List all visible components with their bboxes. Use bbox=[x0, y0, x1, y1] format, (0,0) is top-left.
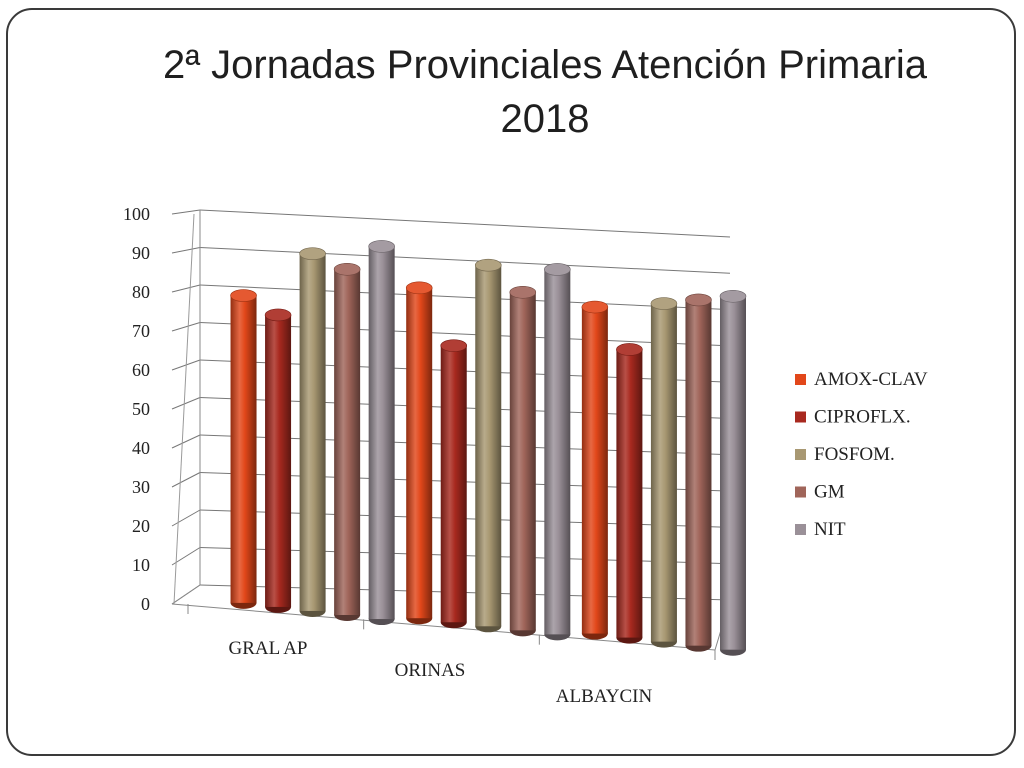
bar-top bbox=[581, 300, 609, 314]
y-tick-label: 0 bbox=[141, 594, 150, 614]
bar-body bbox=[475, 265, 502, 627]
bar-body bbox=[616, 349, 643, 638]
chart-bars bbox=[230, 240, 747, 656]
legend-item: AMOX-CLAV bbox=[795, 369, 928, 390]
bar-fosfom--orinas bbox=[474, 258, 502, 633]
gridline-side bbox=[171, 247, 201, 254]
legend-swatch bbox=[795, 411, 806, 423]
bar-top bbox=[264, 308, 292, 322]
bar-body bbox=[440, 345, 467, 623]
legend-label: CIPROFLX. bbox=[814, 407, 911, 428]
legend-label: GM bbox=[814, 482, 845, 503]
legend-item: CIPROFLX. bbox=[795, 407, 911, 428]
bar-gm-albaycin bbox=[685, 293, 712, 652]
bar-top bbox=[685, 293, 712, 307]
bar-amox-clav-gral-ap bbox=[230, 289, 257, 609]
bar-body bbox=[650, 303, 677, 642]
bar-gm-gral-ap bbox=[333, 262, 361, 621]
bar-fosfom--gral-ap bbox=[299, 247, 326, 617]
slide-title-line1: 2ª Jornadas Provinciales Atención Primar… bbox=[162, 43, 928, 87]
legend-item: FOSFOM. bbox=[795, 444, 895, 465]
gridline-side bbox=[171, 209, 201, 215]
gridline-side bbox=[171, 547, 201, 566]
bar-top bbox=[544, 263, 571, 276]
bar-body bbox=[581, 307, 608, 634]
legend-label: NIT bbox=[814, 519, 846, 540]
gridline-side bbox=[171, 284, 201, 293]
bar-top bbox=[405, 281, 433, 295]
gridline-side bbox=[171, 509, 201, 527]
bar-top bbox=[368, 240, 395, 253]
bar-amox-clav-orinas bbox=[405, 281, 433, 625]
y-tick-label: 80 bbox=[132, 282, 150, 302]
gridline-side bbox=[171, 434, 201, 449]
bar-body bbox=[368, 246, 395, 620]
bar-gm-orinas bbox=[509, 285, 537, 637]
gridline-side bbox=[171, 322, 201, 332]
bar-top bbox=[230, 289, 257, 302]
legend-swatch bbox=[795, 374, 806, 385]
y-tick-label: 60 bbox=[132, 360, 150, 380]
bar-body bbox=[334, 269, 361, 615]
bar-top bbox=[650, 297, 678, 310]
gridline bbox=[199, 247, 731, 274]
bar-top bbox=[474, 258, 502, 272]
y-tick-label: 40 bbox=[132, 438, 150, 458]
bar-top bbox=[509, 285, 537, 299]
legend-swatch bbox=[795, 486, 806, 498]
y-tick-label: 10 bbox=[132, 555, 150, 575]
bar-top bbox=[616, 343, 643, 356]
bar-body bbox=[509, 292, 536, 631]
y-axis-line bbox=[173, 213, 195, 605]
bar-top bbox=[333, 262, 361, 276]
y-tick-label: 50 bbox=[132, 399, 150, 419]
x-category-label: GRAL AP bbox=[228, 638, 307, 659]
y-tick-label: 70 bbox=[132, 321, 150, 341]
bar-top bbox=[719, 289, 747, 303]
gridline-side bbox=[171, 397, 201, 410]
bar-body bbox=[719, 296, 746, 650]
gridline bbox=[199, 209, 731, 238]
bar-amox-clav-albaycin bbox=[581, 300, 609, 640]
legend-item: GM bbox=[795, 482, 845, 503]
bar-fosfom--albaycin bbox=[650, 297, 678, 648]
bar-body bbox=[265, 314, 292, 607]
y-tick-label: 20 bbox=[132, 516, 150, 536]
bar-top bbox=[440, 339, 468, 352]
bar-body bbox=[685, 299, 712, 646]
floor-left-edge bbox=[171, 584, 201, 605]
bar-nit-orinas bbox=[544, 263, 571, 641]
legend-label: AMOX-CLAV bbox=[814, 369, 928, 390]
legend-swatch bbox=[795, 449, 806, 460]
bar-body bbox=[406, 287, 433, 619]
y-tick-label: 90 bbox=[132, 243, 150, 263]
y-tick-label: 100 bbox=[123, 204, 150, 224]
bar-nit-gral-ap bbox=[368, 240, 395, 626]
y-tick-label: 30 bbox=[132, 477, 150, 497]
chart-axes: 0 10 20 30 40 50 60 70 80 90 100 GRAL AP ORINAS ALBAY… bbox=[123, 204, 716, 707]
chart-legend: AMOX-CLAV CIPROFLX. FOSFOM. GM NIT bbox=[795, 369, 928, 540]
legend-item: NIT bbox=[795, 519, 846, 540]
bar-body bbox=[544, 269, 571, 635]
bar-nit-albaycin bbox=[719, 289, 747, 656]
bar-body bbox=[230, 295, 257, 603]
legend-label: FOSFOM. bbox=[814, 444, 895, 465]
bar-top bbox=[299, 247, 326, 260]
slide-title-line2: 2018 bbox=[500, 97, 590, 141]
gridline-side bbox=[171, 472, 201, 488]
bar-ciproflx--gral-ap bbox=[264, 308, 292, 613]
x-category-label: ALBAYCIN bbox=[556, 686, 653, 707]
bar-body bbox=[299, 253, 326, 611]
bar-ciproflx--albaycin bbox=[616, 343, 643, 644]
legend-swatch bbox=[795, 524, 806, 535]
bar-ciproflx--orinas bbox=[440, 339, 468, 629]
slide-title: 2ª Jornadas Provinciales Atención Primar… bbox=[80, 38, 1010, 146]
gridline bbox=[199, 284, 731, 311]
x-category-label: ORINAS bbox=[395, 660, 466, 681]
